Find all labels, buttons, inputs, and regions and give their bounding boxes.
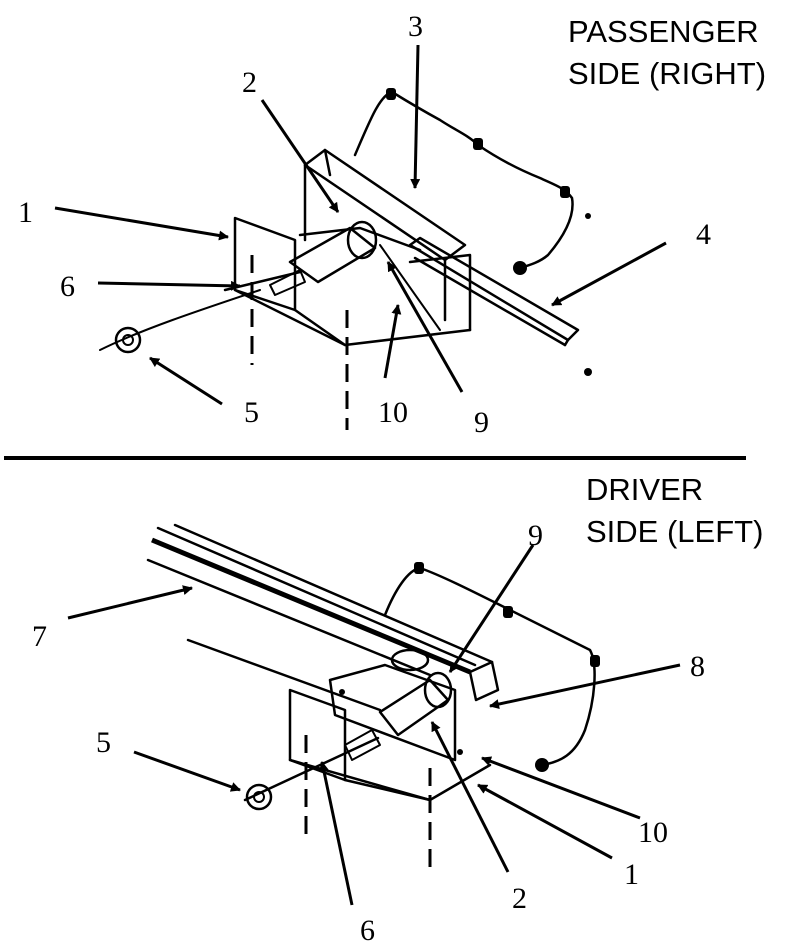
callout-8: 8 — [690, 650, 705, 683]
callout-1: 1 — [18, 196, 33, 229]
exhaust-hanger — [383, 566, 596, 767]
callout-9: 9 — [474, 406, 489, 439]
driver-heading-line1: DRIVER — [586, 472, 703, 507]
callout-5: 5 — [96, 726, 111, 759]
hanger-clip — [473, 138, 483, 150]
callout-4: 4 — [696, 218, 711, 251]
callout-3: 3 — [408, 10, 423, 43]
callout-5: 5 — [244, 396, 259, 429]
passenger-heading-line2: SIDE (RIGHT) — [568, 56, 766, 91]
nut — [245, 783, 273, 811]
hanger-clip — [513, 261, 527, 275]
callout-10: 10 — [378, 396, 408, 429]
driver-side-view: DRIVER SIDE (LEFT) — [32, 472, 763, 947]
callout-6: 6 — [60, 270, 75, 303]
driver-heading-line2: SIDE (LEFT) — [586, 514, 763, 549]
callout-2: 2 — [242, 66, 257, 99]
callout-7: 7 — [32, 620, 47, 653]
rail-end — [468, 660, 500, 702]
callout-6: 6 — [360, 914, 375, 947]
callout-10: 10 — [638, 816, 668, 849]
frame-rail — [303, 148, 467, 262]
callout-9: 9 — [528, 519, 543, 552]
passenger-heading-line1: PASSENGER — [568, 14, 759, 49]
crossmember-bar — [408, 236, 580, 342]
callout-1: 1 — [624, 858, 639, 891]
nut — [114, 326, 142, 354]
hanger-clip — [560, 186, 570, 198]
callout-2: 2 — [512, 882, 527, 915]
exhaust-hanger — [353, 90, 574, 270]
isolator — [288, 226, 377, 284]
hanger-clip — [386, 88, 396, 100]
bolt — [243, 736, 380, 802]
passenger-side-view: PASSENGER SIDE (RIGHT) — [18, 10, 766, 439]
